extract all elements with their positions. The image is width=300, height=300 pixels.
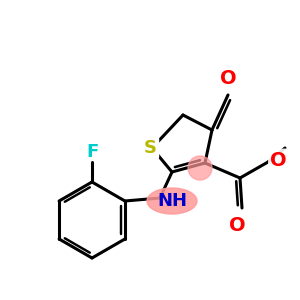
Text: F: F: [86, 143, 98, 161]
Text: S: S: [143, 139, 157, 157]
Ellipse shape: [147, 188, 197, 214]
Ellipse shape: [188, 156, 212, 180]
Text: O: O: [229, 216, 245, 235]
Text: NH: NH: [157, 192, 187, 210]
Text: O: O: [220, 69, 236, 88]
Text: O: O: [270, 151, 286, 169]
